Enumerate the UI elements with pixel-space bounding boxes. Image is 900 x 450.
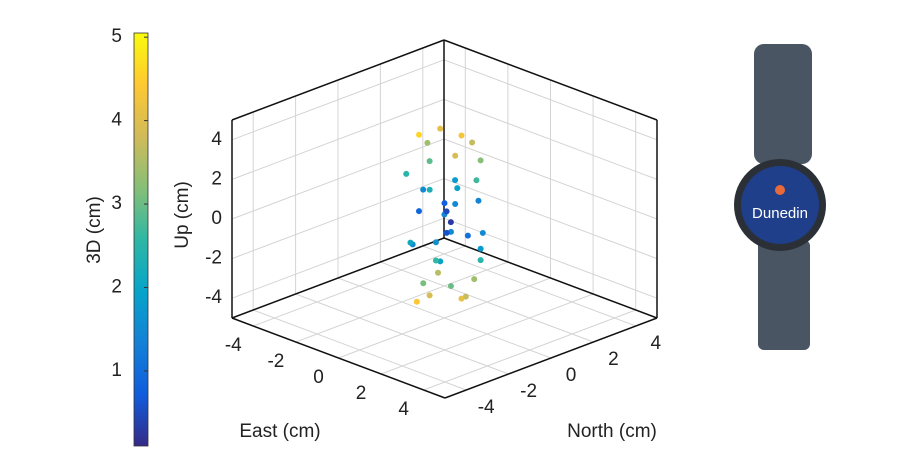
map-pin	[775, 185, 785, 195]
grid-line	[443, 59, 658, 141]
colorbar-tick-label: 5	[111, 26, 122, 47]
y-tick-label: 2	[608, 349, 619, 370]
data-point	[441, 200, 448, 207]
colorbar-tick-label: 1	[111, 360, 122, 381]
data-point	[407, 239, 414, 246]
data-point	[426, 186, 433, 193]
z-tick-label: 4	[211, 129, 222, 150]
axis-edge	[443, 39, 658, 121]
data-point	[447, 283, 454, 290]
data-point	[443, 229, 450, 236]
data-point	[403, 170, 410, 177]
data-point	[479, 229, 486, 236]
colorbar-tick-label: 2	[111, 276, 122, 297]
data-point	[454, 185, 461, 192]
grid-line	[231, 138, 445, 220]
x-tick-label: -4	[225, 335, 242, 356]
data-point	[413, 298, 420, 305]
data-point	[473, 177, 480, 184]
grid-line	[443, 138, 658, 220]
colorbar	[133, 32, 149, 447]
data-point	[471, 276, 478, 283]
x-tick-label: 2	[356, 383, 367, 404]
watch-label: Dunedin	[752, 205, 808, 222]
axis-edge	[231, 237, 445, 319]
grid-line	[443, 217, 658, 299]
grid-line	[231, 98, 445, 180]
data-point	[477, 245, 484, 252]
data-point	[443, 208, 450, 215]
grid-line	[253, 309, 467, 391]
data-point	[432, 239, 439, 246]
z-tick-label: -2	[205, 248, 222, 269]
data-point	[452, 177, 459, 184]
z-tick-label: -4	[205, 287, 222, 308]
data-point	[416, 208, 422, 215]
data-point	[432, 257, 439, 264]
grid-line	[231, 59, 445, 141]
y-tick-label: -2	[520, 381, 537, 402]
data-point	[477, 257, 484, 264]
data-point	[435, 269, 442, 276]
colorbar-tick-label: 4	[111, 110, 122, 131]
data-point	[475, 197, 482, 204]
data-point	[420, 186, 427, 193]
x-axis-label: East (cm)	[239, 421, 320, 442]
z-axis-label: Up (cm)	[172, 181, 193, 249]
grid-line	[422, 245, 636, 327]
data-point	[424, 139, 431, 146]
data-point	[477, 157, 484, 164]
data-point	[458, 295, 465, 302]
data-point	[452, 201, 459, 208]
axis-edge	[444, 317, 658, 399]
y-tick-label: 4	[651, 333, 662, 354]
x-tick-label: 0	[313, 367, 324, 388]
data-point	[447, 219, 454, 226]
grid-line	[337, 277, 552, 359]
watch-band	[754, 44, 812, 164]
watch: Dunedin	[734, 44, 826, 350]
grid-line	[380, 261, 594, 343]
grid-line	[231, 217, 445, 299]
y-tick-label: -4	[478, 397, 495, 418]
data-point	[469, 139, 476, 146]
grid-line	[231, 178, 445, 260]
x-tick-label: 4	[398, 399, 409, 420]
watch-band	[758, 240, 810, 350]
x-tick-label: -2	[267, 351, 284, 372]
axis-edge	[231, 317, 446, 399]
data-point	[464, 232, 471, 239]
plot-area: -4 -2 0 2 4 -4 -2 0 2 4 -4 -2 0 2 4	[205, 39, 662, 420]
y-tick-label: 0	[566, 365, 577, 386]
axis-edge	[231, 39, 445, 121]
z-tick-label: 2	[211, 168, 222, 189]
data-point	[420, 280, 427, 287]
grid-line	[295, 293, 509, 375]
z-tick-label: 0	[211, 208, 222, 229]
y-axis-label: North (cm)	[567, 421, 657, 442]
data-point	[452, 152, 459, 159]
watch-face	[741, 166, 819, 244]
colorbar-tick-label: 3	[111, 193, 122, 214]
data-point	[416, 131, 423, 138]
grid-line	[443, 178, 658, 260]
grid-line	[443, 98, 658, 180]
data-point	[426, 158, 433, 165]
data-point	[437, 125, 444, 132]
data-point	[426, 292, 433, 299]
data-point	[458, 132, 465, 139]
colorbar-label: 3D (cm)	[84, 196, 105, 264]
